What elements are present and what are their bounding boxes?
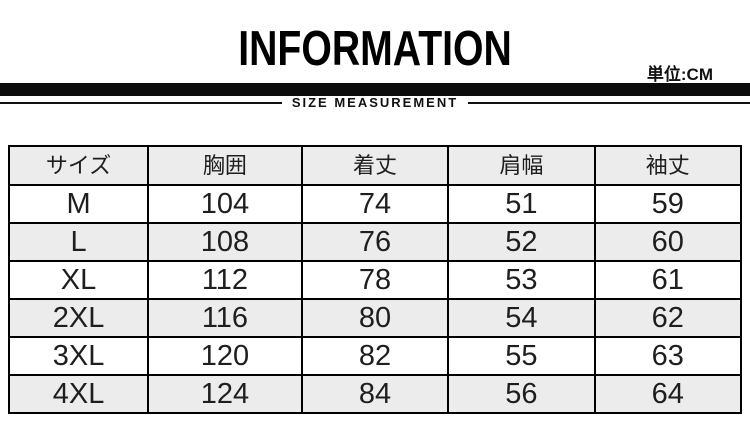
table-cell: 64 <box>593 374 743 414</box>
divider-bar <box>0 83 750 96</box>
size-cell: 3XL <box>7 336 150 376</box>
size-cell: XL <box>7 260 150 300</box>
table-cell: 60 <box>593 222 743 262</box>
header-cell-size: サイズ <box>7 145 150 186</box>
header-cell-chest: 胸囲 <box>147 145 303 186</box>
table-cell: 51 <box>447 184 596 224</box>
page-title-text: INFORMATION <box>238 22 512 76</box>
table-cell: 62 <box>593 298 743 338</box>
table-row-4xl: 4XL 124 84 56 64 <box>7 374 743 414</box>
table-row-2xl: 2XL 116 80 54 62 <box>7 298 743 338</box>
table-cell: 82 <box>300 336 450 376</box>
table-cell: 120 <box>147 336 303 376</box>
size-cell: M <box>7 184 150 224</box>
table-cell: 52 <box>447 222 596 262</box>
table-cell: 80 <box>300 298 450 338</box>
table-cell: 63 <box>593 336 743 376</box>
unit-label: 単位:CM <box>646 65 713 84</box>
subtitle-label: SIZE MEASUREMENT <box>291 95 459 110</box>
table-cell: 61 <box>593 260 743 300</box>
subtitle-rule-right <box>468 101 750 104</box>
table-cell: 108 <box>147 222 303 262</box>
page-title: INFORMATION <box>0 25 750 74</box>
header-cell-sleeve: 袖丈 <box>593 145 743 186</box>
table-cell: 53 <box>447 260 596 300</box>
table-cell: 56 <box>447 374 596 414</box>
subtitle-rule-left <box>0 101 282 104</box>
table-cell: 104 <box>147 184 303 224</box>
table-cell: 76 <box>300 222 450 262</box>
table-cell: 55 <box>447 336 596 376</box>
size-cell: 2XL <box>7 298 150 338</box>
table-cell: 112 <box>147 260 303 300</box>
table-cell: 78 <box>300 260 450 300</box>
table-row-xl: XL 112 78 53 61 <box>7 260 743 300</box>
table-cell: 124 <box>147 374 303 414</box>
subtitle-rule: SIZE MEASUREMENT <box>0 95 750 110</box>
size-cell: L <box>7 222 150 262</box>
header-cell-shoulder: 肩幅 <box>447 145 596 186</box>
table-cell: 59 <box>593 184 743 224</box>
table-cell: 84 <box>300 374 450 414</box>
size-table: サイズ 胸囲 着丈 肩幅 袖丈 M 104 74 51 59 L 108 76 … <box>7 145 743 414</box>
table-row-l: L 108 76 52 60 <box>7 222 743 262</box>
size-cell: 4XL <box>7 374 150 414</box>
table-cell: 74 <box>300 184 450 224</box>
table-row-3xl: 3XL 120 82 55 63 <box>7 336 743 376</box>
table-cell: 116 <box>147 298 303 338</box>
header-cell-length: 着丈 <box>300 145 450 186</box>
table-cell: 54 <box>447 298 596 338</box>
header-row: サイズ 胸囲 着丈 肩幅 袖丈 <box>7 145 743 186</box>
table-row-m: M 104 74 51 59 <box>7 184 743 224</box>
